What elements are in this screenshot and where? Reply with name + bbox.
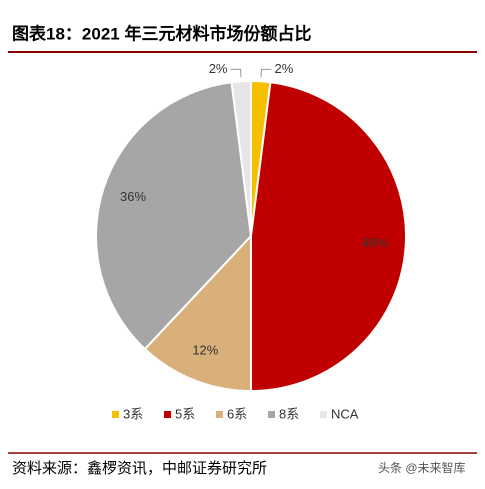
legend-swatch xyxy=(216,411,223,418)
chart-title: 图表18：2021 年三元材料市场份额占比 xyxy=(12,23,311,43)
leader-line xyxy=(230,68,242,78)
legend-label: 6系 xyxy=(227,406,247,421)
pie-slice xyxy=(230,79,252,237)
data-label: 36% xyxy=(120,189,146,204)
legend-swatch xyxy=(268,411,275,418)
legend-label: NCA xyxy=(331,406,359,421)
pie-slice xyxy=(143,233,252,393)
legend-swatch xyxy=(164,411,171,418)
legend-label: 8系 xyxy=(279,406,299,421)
data-label: 12% xyxy=(192,343,218,358)
data-label: 48% xyxy=(362,235,388,250)
legend-swatch xyxy=(320,411,327,418)
watermark: 头条 @未来智库 xyxy=(378,460,466,475)
pie-slice xyxy=(95,81,253,351)
pie-slice xyxy=(250,81,407,393)
source: 资料来源：鑫椤资讯，中邮证券研究所 xyxy=(12,459,267,477)
data-label: 2% xyxy=(209,61,228,76)
legend-label: 3系 xyxy=(123,406,143,421)
legend-label: 5系 xyxy=(175,406,195,421)
leader-line xyxy=(260,68,272,78)
data-label: 2% xyxy=(274,61,293,76)
legend-swatch xyxy=(112,411,119,418)
